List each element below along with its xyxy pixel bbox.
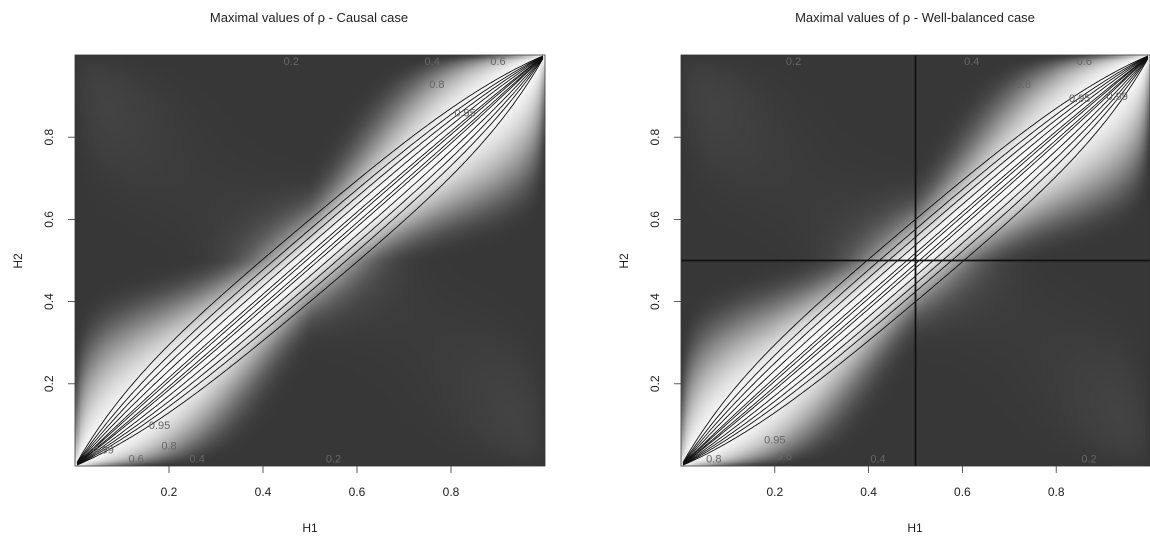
y-ticks: 0.2 0.4 0.6 0.8 [648, 129, 681, 392]
x-ticks: 0.2 0.4 0.6 0.8 [766, 466, 1065, 499]
contour-label: 0.2 [1081, 454, 1096, 466]
contour-label-layer: 0.2 0.4 0.6 0.8 0.95 0.99 0.95 0.8 0.6 0.4 0.2 [92, 56, 505, 465]
y-ticks: 0.2 0.4 0.6 0.8 [42, 129, 75, 392]
contour-line [76, 56, 544, 465]
contour-label: 0.2 [786, 56, 801, 68]
contour-label: 0.2 [326, 454, 341, 466]
y-tick-label: 0.8 [648, 129, 662, 146]
contour-label: 0.6 [1077, 56, 1092, 68]
contour-label: 0.8 [429, 79, 444, 91]
x-tick-label: 0.8 [1048, 485, 1065, 499]
contour-label: 0.99 [1106, 91, 1127, 103]
x-axis-label: H1 [302, 521, 318, 535]
contour-label: 0.4 [190, 454, 205, 466]
heatmap-raster [75, 55, 545, 466]
y-tick-label: 0.2 [648, 375, 662, 392]
x-tick-label: 0.6 [349, 485, 366, 499]
x-tick-label: 0.4 [860, 485, 877, 499]
y-tick-label: 0.8 [42, 129, 56, 146]
y-tick-label: 0.4 [648, 293, 662, 310]
contour-line [76, 57, 544, 466]
x-tick-label: 0.4 [255, 485, 272, 499]
chart-title: Maximal values of ρ - Causal case [210, 10, 408, 25]
contour-line [76, 56, 544, 465]
contour-label: 0.2 [284, 56, 299, 68]
x-tick-label: 0.2 [766, 485, 783, 499]
contour-label: 0.95 [1069, 93, 1090, 105]
panel-causal: Maximal values of ρ - Causal case 0.2 0.4… [11, 10, 546, 535]
contour-label: 0.95 [764, 434, 785, 446]
chart-title: Maximal values of ρ - Well-balanced case [795, 10, 1035, 25]
contour-label: 0.6 [777, 451, 792, 463]
contour-label: 0.8 [161, 440, 176, 452]
contour-label: 0.99 [92, 445, 113, 457]
contour-label-layer: 0.2 0.4 0.6 0.8 0.95 0.99 0.95 0.8 0.6 0.4 0.2 [706, 56, 1128, 465]
contour-line [76, 55, 544, 464]
contour-layer [76, 55, 544, 466]
contour-line [76, 57, 544, 466]
x-ticks: 0.2 0.4 0.6 0.8 [161, 466, 460, 499]
y-tick-label: 0.6 [648, 211, 662, 228]
reference-line-layer [681, 55, 1150, 466]
contour-label: 0.6 [128, 454, 143, 466]
contour-label: 0.95 [149, 420, 170, 432]
contour-label: 0.8 [706, 454, 721, 466]
plot-frame [74, 54, 546, 467]
y-axis-label: H2 [11, 253, 25, 269]
contour-label: 0.4 [964, 56, 979, 68]
contour-label: 0.95 [454, 108, 475, 120]
contour-line [76, 55, 544, 464]
contour-line [76, 56, 544, 465]
y-tick-label: 0.6 [42, 211, 56, 228]
contour-line [76, 55, 544, 463]
plot-frame [680, 54, 1150, 467]
contour-line [76, 56, 544, 465]
panel-well-balanced: Maximal values of ρ - Well-balanced case… [617, 10, 1150, 535]
y-axis-label: H2 [617, 253, 631, 269]
contour-line [76, 56, 544, 464]
contour-line [76, 58, 544, 466]
y-tick-label: 0.4 [42, 293, 56, 310]
contour-label: 0.6 [490, 56, 505, 68]
contour-label: 0.4 [425, 56, 440, 68]
x-tick-label: 0.2 [161, 485, 178, 499]
x-tick-label: 0.6 [954, 485, 971, 499]
y-tick-label: 0.2 [42, 375, 56, 392]
x-tick-label: 0.8 [443, 485, 460, 499]
contour-label: 0.8 [1016, 79, 1031, 91]
x-axis-label: H1 [907, 521, 923, 535]
contour-label: 0.4 [870, 454, 885, 466]
contour-line [76, 57, 544, 465]
